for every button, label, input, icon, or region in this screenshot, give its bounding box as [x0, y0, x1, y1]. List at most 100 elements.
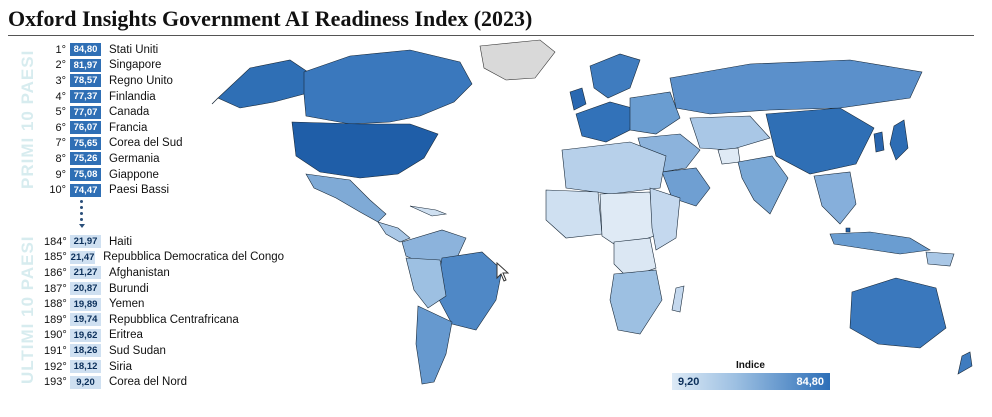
score-badge: 19,74: [70, 313, 101, 327]
region-uk: [569, 87, 587, 111]
rank-number: 9°: [55, 168, 66, 181]
country-name: Stati Uniti: [109, 43, 159, 56]
world-map: [211, 39, 973, 385]
rank-number: 3°: [55, 74, 66, 87]
rank-number: 5°: [55, 106, 66, 119]
country-name: Yemen: [109, 298, 145, 311]
country-name: Paesi Bassi: [109, 184, 170, 197]
top-ten-label: PRIMI 10 PAESI: [18, 49, 37, 189]
region-southeast-asia: [813, 171, 857, 225]
score-badge: 21,47: [70, 250, 96, 264]
score-badge: 76,07: [70, 121, 101, 135]
score-badge: 21,27: [70, 266, 101, 280]
region-new-zealand: [957, 351, 973, 375]
region-afghanistan: [717, 147, 741, 165]
rank-number: 186°: [44, 266, 67, 279]
region-peru-bolivia: [405, 257, 447, 309]
region-argentina-chile: [415, 305, 453, 385]
rank-number: 185°: [44, 251, 67, 264]
score-badge: 84,80: [70, 43, 101, 57]
score-badge: 18,26: [70, 344, 101, 358]
rank-row: 188° 19,89 Yemen: [44, 296, 284, 312]
title-divider: [8, 35, 974, 36]
rank-row: 7° 75,65 Corea del Sud: [44, 136, 284, 152]
rank-row: 9° 75,08 Giappone: [44, 167, 284, 183]
region-korea: [873, 131, 885, 153]
region-brazil: [435, 251, 503, 331]
rank-number: 191°: [44, 344, 67, 357]
region-china: [765, 107, 875, 175]
rank-row: 192° 18,12 Siria: [44, 359, 284, 375]
top-ten-list: 1° 84,80 Stati Uniti 2° 81,97 Singapore 3° 78…: [44, 42, 284, 198]
country-name: Sud Sudan: [109, 344, 166, 357]
legend-max-value: 84,80: [796, 375, 824, 388]
score-badge: 75,65: [70, 136, 101, 150]
rank-number: 2°: [55, 59, 66, 72]
region-eastern-europe: [629, 91, 681, 135]
rank-row: 10° 74,47 Paesi Bassi: [44, 182, 284, 198]
rank-number: 188°: [44, 298, 67, 311]
rank-row: 186° 21,27 Afghanistan: [44, 265, 284, 281]
rank-number: 10°: [49, 184, 66, 197]
rank-row: 1° 84,80 Stati Uniti: [44, 42, 284, 58]
region-caribbean: [409, 205, 448, 217]
country-name: Corea del Nord: [109, 376, 187, 389]
score-badge: 18,12: [70, 360, 101, 374]
region-usa: [291, 121, 439, 179]
region-indonesia: [829, 231, 931, 255]
region-papua: [925, 251, 955, 267]
region-scandinavia: [589, 53, 641, 99]
rank-number: 6°: [55, 121, 66, 134]
rank-number: 189°: [44, 313, 67, 326]
country-name: Canada: [109, 106, 150, 119]
region-west-africa: [545, 189, 603, 239]
score-badge: 75,26: [70, 152, 101, 166]
rank-row: 190° 19,62 Eritrea: [44, 328, 284, 344]
country-name: Repubblica Centrafricana: [109, 313, 239, 326]
rank-row: 5° 77,07 Canada: [44, 104, 284, 120]
score-badge: 77,07: [70, 105, 101, 119]
country-name: Giappone: [109, 168, 159, 181]
region-southern-africa: [609, 269, 663, 335]
score-badge: 19,62: [70, 328, 101, 342]
ellipsis-dots-icon: [78, 200, 85, 230]
legend-color-scale: 9,20 84,80: [672, 373, 830, 390]
region-greenland: [479, 39, 556, 81]
bottom-ten-list: 184° 21,97 Haiti 185° 21,47 Repubblica Democ…: [44, 234, 284, 390]
map-title: Oxford Insights Government AI Readiness …: [8, 6, 533, 31]
country-name: Siria: [109, 360, 133, 373]
score-badge: 81,97: [70, 58, 101, 72]
region-western-europe: [575, 101, 633, 143]
rank-row: 3° 78,57 Regno Unito: [44, 73, 284, 89]
rank-number: 192°: [44, 360, 67, 373]
country-name: Repubblica Democratica del Congo: [103, 251, 284, 264]
region-russia: [669, 59, 923, 115]
score-badge: 74,47: [70, 183, 101, 197]
country-name: Eritrea: [109, 329, 143, 342]
rank-number: 190°: [44, 329, 67, 342]
region-mexico: [305, 173, 387, 223]
rank-row: 189° 19,74 Repubblica Centrafricana: [44, 312, 284, 328]
rank-number: 1°: [55, 43, 66, 56]
rank-row: 187° 20,87 Burundi: [44, 281, 284, 297]
score-badge: 75,08: [70, 168, 101, 182]
score-badge: 21,97: [70, 235, 101, 249]
bottom-ten-label: ULTIMI 10 PAESI: [18, 235, 37, 384]
region-madagascar: [671, 285, 685, 313]
country-name: Burundi: [109, 282, 149, 295]
region-central-asia: [689, 115, 771, 151]
rank-row: 6° 76,07 Francia: [44, 120, 284, 136]
rank-row: 184° 21,97 Haiti: [44, 234, 284, 250]
region-north-africa: [561, 141, 667, 195]
score-badge: 20,87: [70, 282, 101, 296]
region-australia: [849, 277, 947, 349]
rank-row: 2° 81,97 Singapore: [44, 58, 284, 74]
country-name: Francia: [109, 121, 148, 134]
country-name: Haiti: [109, 235, 133, 248]
score-badge: 9,20: [70, 375, 101, 389]
score-badge: 19,89: [70, 297, 101, 311]
legend-title: Indice: [736, 360, 765, 371]
mouse-cursor-icon: [496, 262, 510, 282]
region-singapore: [845, 227, 851, 233]
rank-number: 184°: [44, 235, 67, 248]
